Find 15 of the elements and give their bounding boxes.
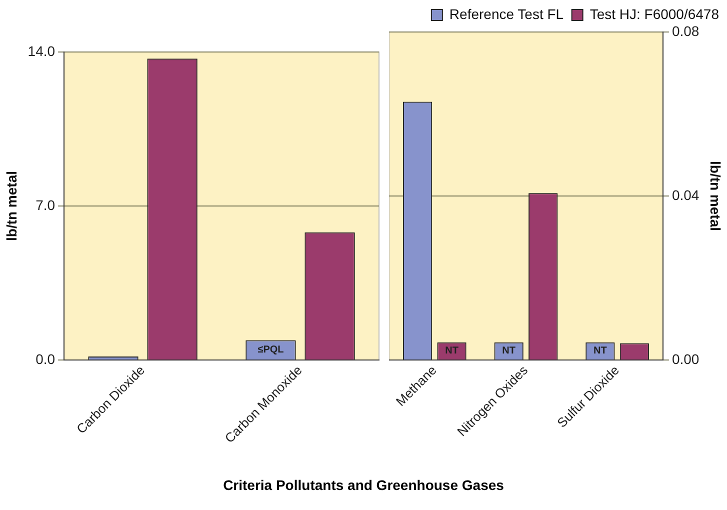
y2-tick-label: 0.08 — [672, 22, 700, 39]
y2-tick-label: 0.04 — [672, 186, 700, 203]
x-axis-title: Criteria Pollutants and Greenhouse Gases — [222, 477, 505, 493]
legend-label: Test HJ: F6000/6478 — [590, 6, 720, 22]
data-label: NT — [502, 346, 516, 357]
data-label: ≤PQL — [258, 344, 284, 356]
data-label: NT — [445, 346, 458, 357]
y-tick-label: 14.0 — [28, 42, 56, 59]
y2-tick-label: 0.00 — [672, 350, 700, 367]
y-axis-title: lb/tn metal — [3, 170, 20, 242]
legend-label: Reference Test FL — [449, 6, 564, 22]
y-tick-label: 7.0 — [36, 196, 56, 213]
y-tick-label: 0.0 — [36, 350, 56, 367]
data-label: NT — [594, 346, 607, 357]
y2-axis-title: lb/tn metal — [708, 160, 724, 232]
